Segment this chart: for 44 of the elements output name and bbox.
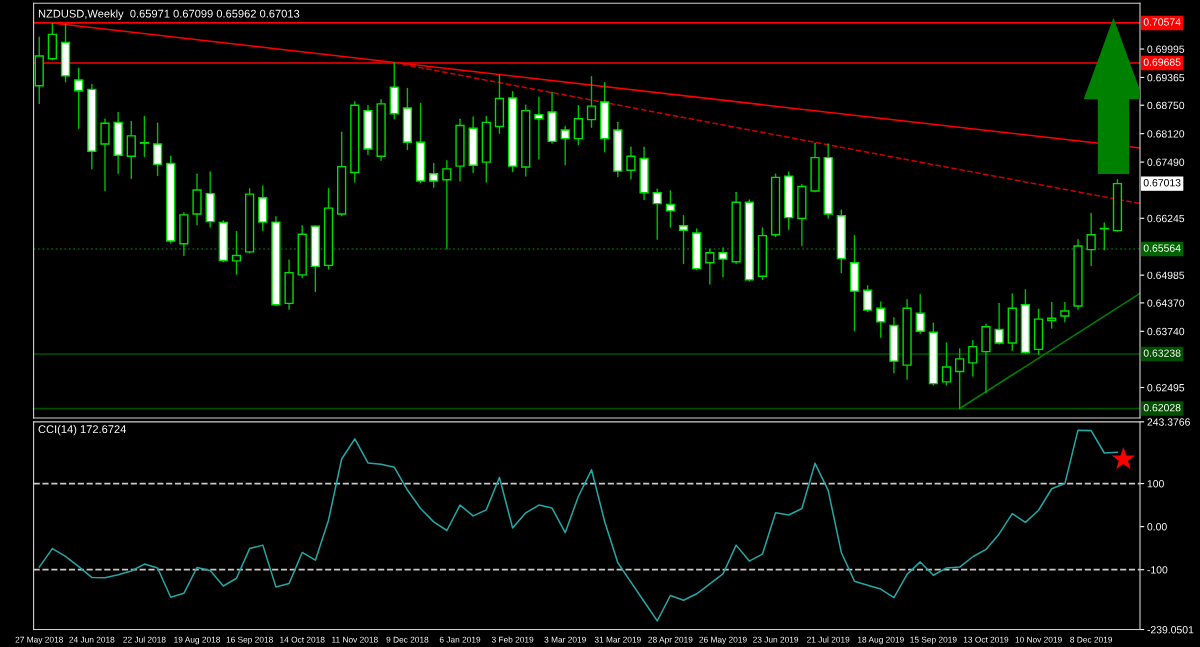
x-tick-label: 6 Jan 2019 <box>439 636 481 643</box>
x-tick-label: 27 May 2018 <box>15 636 63 645</box>
ref-line-label: 0.70574 <box>1143 18 1181 26</box>
x-tick-label: 21 Jul 2019 <box>807 636 850 643</box>
x-tick-label: 16 Sep 2018 <box>226 636 273 645</box>
x-tick-label: 11 Nov 2018 <box>332 636 378 643</box>
x-tick-label: 14 Oct 2018 <box>280 636 325 643</box>
y-tick-label: 0.00 <box>1147 523 1167 531</box>
y-tick-label: 0.69995 <box>1147 45 1185 53</box>
x-tick-label: 31 Mar 2019 <box>594 636 641 643</box>
y-tick-label: 0.68120 <box>1147 130 1185 138</box>
ref-line-label: 0.69685 <box>1143 58 1181 66</box>
y-tick-label: 100 <box>1147 480 1164 488</box>
y-tick-label: 0.64370 <box>1147 299 1185 307</box>
x-tick-label: 9 Dec 2018 <box>386 636 429 643</box>
y-tick-label: 0.64985 <box>1147 271 1185 280</box>
x-tick-label: 13 Oct 2019 <box>963 636 1009 643</box>
x-tick-label: 28 Apr 2019 <box>648 636 693 645</box>
y-tick-label: 0.66245 <box>1147 214 1185 223</box>
y-tick-label: 0.62495 <box>1147 384 1185 392</box>
ref-line-label: 0.62028 <box>1143 404 1181 412</box>
y-tick-label: 0.63740 <box>1147 327 1185 336</box>
y-tick-label: 0.69365 <box>1147 73 1185 82</box>
x-tick-label: 8 Dec 2019 <box>1070 636 1113 643</box>
text: NZDUSD,Weekly 0.65971 0.67099 0.65962 0.67013 <box>38 9 300 20</box>
x-tick-label: 26 May 2019 <box>699 636 747 645</box>
x-tick-label: 22 Jul 2018 <box>123 636 166 643</box>
ref-line-label: 0.65564 <box>1143 244 1181 252</box>
ref-line-label: 0.63238 <box>1143 349 1181 357</box>
y-tick-label: 0.67490 <box>1147 158 1185 166</box>
x-tick-label: 10 Nov 2019 <box>1015 636 1062 643</box>
x-tick-label: 24 Jun 2018 <box>69 636 115 643</box>
text: 0.67013 <box>1143 179 1181 187</box>
chart-title: CCI(14) 172.6724 <box>38 424 127 436</box>
x-tick-label: 15 Sep 2019 <box>910 636 957 645</box>
x-tick-label: 18 Aug 2019 <box>858 636 904 645</box>
x-tick-label: 19 Aug 2018 <box>174 636 221 645</box>
y-tick-label: 0.68750 <box>1147 101 1185 110</box>
x-tick-label: 23 Jun 2019 <box>753 636 799 643</box>
y-tick-label: -239.0501 <box>1147 626 1194 634</box>
x-tick-label: 3 Mar 2019 <box>544 636 586 643</box>
y-tick-label: 243.3766 <box>1147 418 1190 426</box>
x-tick-label: 3 Feb 2019 <box>491 636 534 643</box>
y-tick-label: -100 <box>1147 566 1168 574</box>
